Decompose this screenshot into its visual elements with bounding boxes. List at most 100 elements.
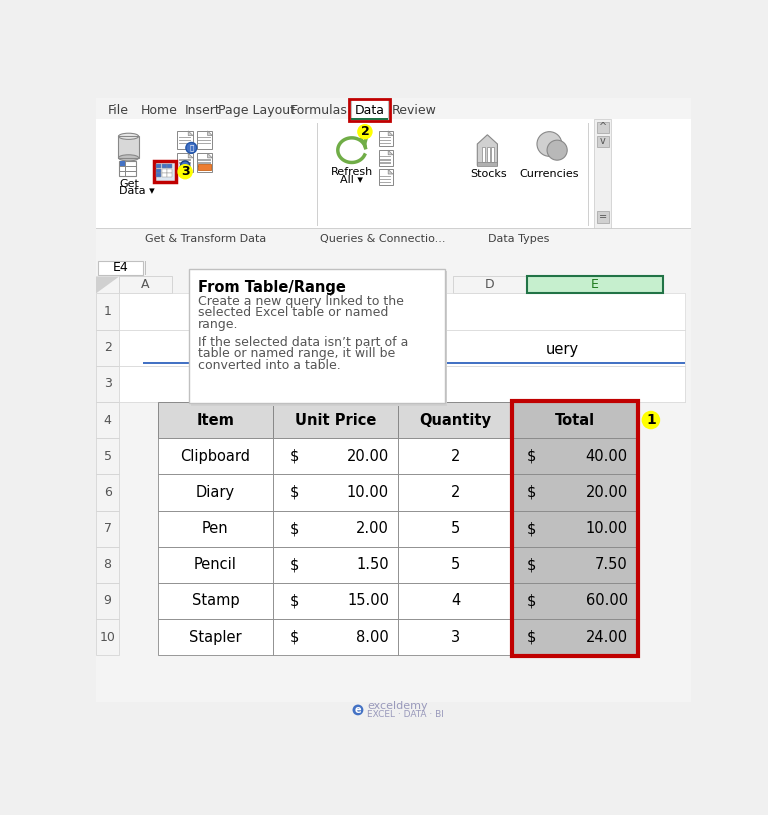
Bar: [119, 293, 685, 329]
Text: Stapler: Stapler: [189, 630, 242, 645]
Bar: [380, 140, 391, 141]
Text: Stocks: Stocks: [470, 170, 506, 179]
Text: 20.00: 20.00: [346, 449, 389, 464]
Text: 7.50: 7.50: [595, 557, 627, 572]
Bar: [511, 401, 638, 656]
Bar: [158, 619, 273, 655]
Circle shape: [177, 164, 193, 179]
Bar: [198, 165, 210, 167]
Bar: [179, 143, 191, 144]
Bar: [96, 98, 691, 263]
Bar: [189, 269, 445, 403]
Text: Get & Transform Data: Get & Transform Data: [145, 234, 266, 244]
Bar: [162, 174, 167, 178]
Bar: [273, 474, 399, 510]
Text: 10: 10: [100, 631, 115, 644]
Bar: [96, 119, 691, 249]
Bar: [96, 329, 119, 366]
Text: Data Types: Data Types: [488, 234, 549, 244]
Circle shape: [641, 411, 660, 430]
Text: 2: 2: [451, 449, 460, 464]
Text: 6: 6: [104, 486, 111, 499]
Bar: [198, 164, 210, 170]
Bar: [162, 169, 167, 173]
Polygon shape: [207, 131, 212, 135]
Polygon shape: [477, 134, 498, 165]
Bar: [513, 619, 637, 655]
Bar: [179, 137, 191, 139]
Text: $: $: [290, 630, 299, 645]
Text: All ▾: All ▾: [340, 174, 363, 185]
Bar: [380, 137, 391, 139]
Bar: [158, 510, 273, 547]
Text: If the selected data isn’t part of a: If the selected data isn’t part of a: [198, 336, 409, 349]
Bar: [513, 547, 637, 583]
Bar: [96, 583, 119, 619]
Text: Diary: Diary: [196, 485, 235, 500]
Bar: [273, 438, 399, 474]
Text: Currencies: Currencies: [520, 170, 579, 179]
Text: E: E: [591, 279, 598, 292]
Bar: [191, 271, 447, 406]
Bar: [119, 366, 685, 402]
Bar: [118, 136, 139, 158]
Text: Review: Review: [392, 104, 437, 117]
Ellipse shape: [118, 155, 139, 161]
Bar: [96, 98, 691, 121]
Text: 1: 1: [646, 413, 656, 427]
Bar: [119, 329, 685, 366]
Text: 4: 4: [104, 413, 111, 426]
Text: A: A: [141, 279, 150, 292]
Text: 20.00: 20.00: [585, 485, 627, 500]
Bar: [482, 147, 485, 162]
Bar: [96, 366, 119, 402]
Text: 40.00: 40.00: [585, 449, 627, 464]
Bar: [588, 123, 589, 227]
Bar: [162, 164, 167, 168]
Text: E4: E4: [113, 262, 129, 275]
Bar: [273, 583, 399, 619]
Bar: [198, 162, 210, 164]
Text: 10.00: 10.00: [585, 521, 627, 536]
Text: From Table/Range: From Table/Range: [198, 280, 346, 294]
Text: Home: Home: [141, 104, 177, 117]
Bar: [399, 438, 513, 474]
Bar: [98, 261, 144, 275]
Text: 3: 3: [104, 377, 111, 390]
Text: Queries & Connectio...: Queries & Connectio...: [320, 234, 445, 244]
Bar: [157, 169, 161, 173]
Text: 15.00: 15.00: [347, 593, 389, 609]
Bar: [197, 131, 212, 149]
Bar: [179, 160, 191, 161]
Bar: [96, 276, 691, 293]
Text: Total: Total: [555, 412, 595, 428]
Text: 7: 7: [104, 522, 111, 535]
Bar: [96, 98, 691, 263]
Circle shape: [537, 132, 561, 156]
Bar: [513, 402, 637, 438]
Bar: [379, 131, 392, 147]
Bar: [380, 178, 391, 180]
Text: $: $: [527, 557, 536, 572]
Text: range.: range.: [198, 318, 239, 331]
Circle shape: [186, 143, 197, 153]
Bar: [380, 160, 391, 161]
Bar: [177, 131, 193, 149]
Bar: [198, 160, 210, 161]
Bar: [380, 175, 391, 177]
Text: $: $: [290, 557, 299, 572]
Text: 60.00: 60.00: [585, 593, 627, 609]
Text: 2: 2: [360, 126, 369, 139]
Bar: [487, 147, 490, 162]
Bar: [145, 261, 146, 275]
Text: 2: 2: [104, 341, 111, 355]
Bar: [273, 510, 399, 547]
Circle shape: [357, 124, 372, 139]
Bar: [380, 182, 391, 183]
Ellipse shape: [118, 133, 139, 139]
Bar: [351, 118, 388, 120]
Bar: [96, 402, 119, 438]
Text: $: $: [290, 593, 299, 609]
Bar: [158, 402, 637, 655]
Text: $: $: [527, 449, 536, 464]
